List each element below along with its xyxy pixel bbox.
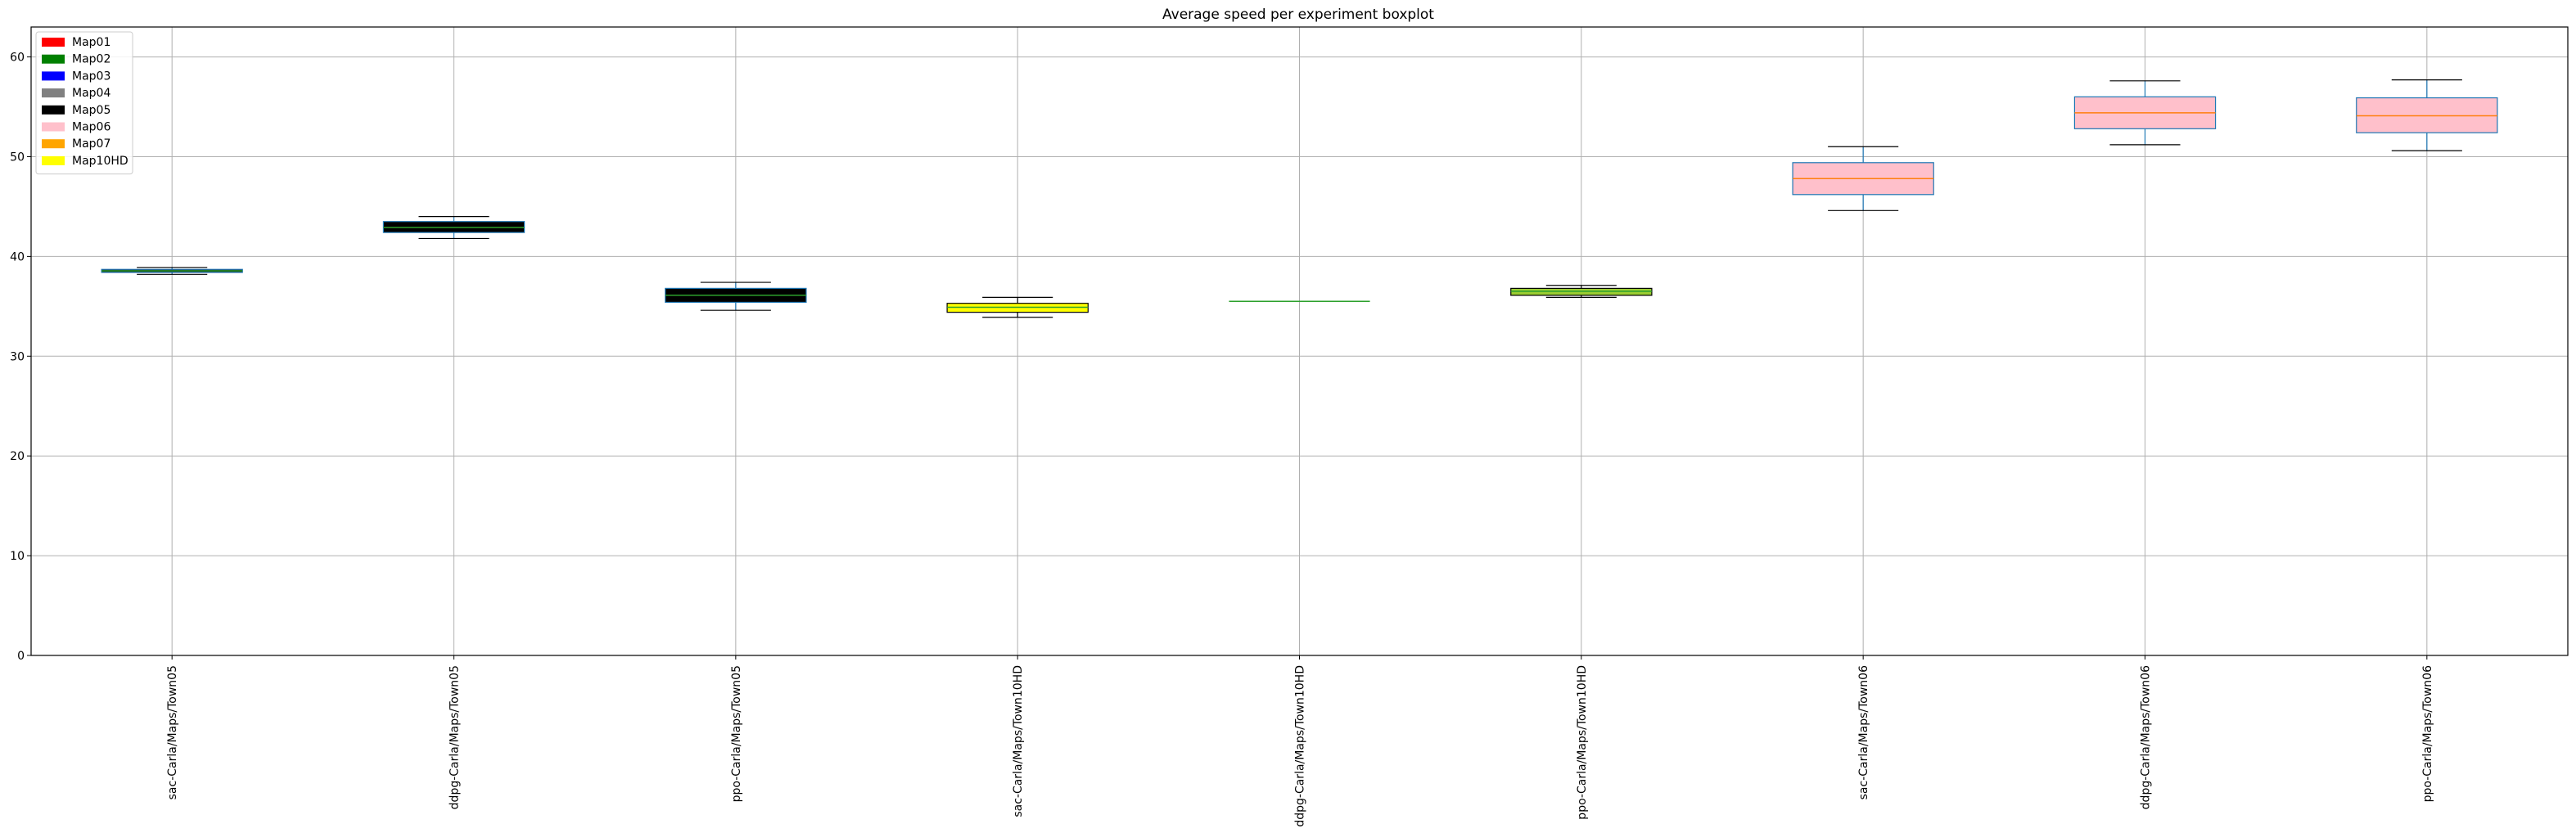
grid-layer [31,27,2568,655]
legend: Map01 Map02 Map03 Map04 Map05 Map06 Map07 Map10… [35,31,133,175]
boxes-layer [101,79,2498,318]
legend-swatch-map05 [42,105,65,115]
legend-swatch-map10hd [42,155,65,165]
legend-swatch-map07 [42,139,65,149]
box-1 [101,267,243,275]
chart-title: Average speed per experiment boxplot [1162,7,1434,23]
legend-label: Map02 [72,53,111,66]
legend-label: Map06 [72,121,111,134]
legend-label: Map03 [72,70,111,83]
box-9 [2356,79,2498,151]
legend-label: Map10HD [72,155,129,168]
x-tick-label: ppo-Carla/Maps/Town06 [2421,665,2434,802]
y-tick-label: 50 [10,151,25,164]
y-tick-label: 60 [10,52,25,65]
x-tick-label: sac-Carla/Maps/Town05 [166,665,179,799]
x-tick-label: ppo-Carla/Maps/Town05 [730,665,743,802]
box-3 [665,281,807,311]
legend-label: Map05 [72,104,111,117]
x-tick-label: ddpg-Carla/Maps/Town10HD [1294,665,1307,827]
legend-label: Map07 [72,137,111,151]
legend-label: Map04 [72,87,111,100]
legend-swatch-map04 [42,88,65,98]
axes-layer: 0 10 20 30 40 50 60 sac-Carla/Maps/Town05 ddpg-C… [10,26,2569,827]
legend-swatch-map02 [42,54,65,64]
x-tick-label: ddpg-Carla/Maps/Town05 [449,665,462,809]
y-tick-label: 0 [17,650,25,663]
y-tick-label: 10 [10,550,25,563]
box-7 [1792,146,1934,211]
x-tick-label: ppo-Carla/Maps/Town10HD [1576,665,1589,820]
x-tick-label: sac-Carla/Maps/Town10HD [1012,665,1025,817]
y-tick-label: 20 [10,450,25,463]
y-tick-label: 40 [10,250,25,263]
legend-swatch-map06 [42,122,65,132]
box-6 [1510,285,1653,298]
legend-swatch-map01 [42,38,65,47]
y-tick-label: 30 [10,350,25,363]
legend-label: Map01 [72,36,111,49]
box-4 [946,296,1089,318]
x-tick-label: sac-Carla/Maps/Town06 [1857,665,1870,799]
box-2 [382,216,526,240]
legend-swatch-map03 [42,71,65,81]
x-tick-label: ddpg-Carla/Maps/Town06 [2140,665,2153,809]
box-8 [2073,80,2217,146]
legend-frame [35,31,133,175]
